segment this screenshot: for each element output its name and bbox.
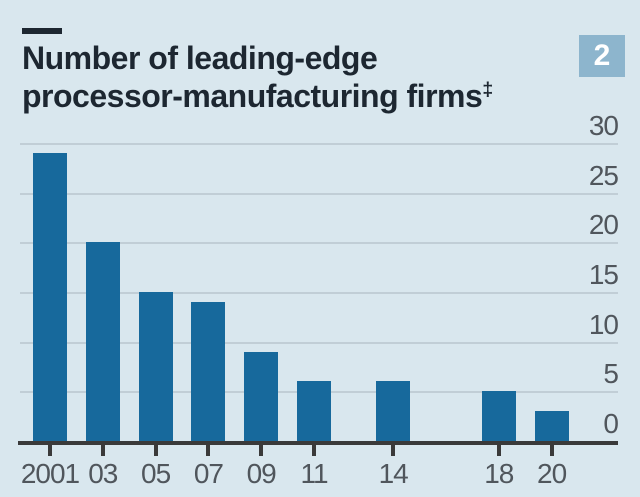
chart-number-badge: 2 (579, 35, 625, 77)
gridline-20 (20, 242, 618, 245)
gridline-25 (20, 192, 618, 195)
x-tick-label-2001: 2001 (20, 458, 80, 489)
y-tick-label-25: 25 (588, 159, 619, 191)
x-axis-line (18, 441, 618, 445)
bar-03 (85, 242, 120, 441)
bar-11 (297, 381, 331, 441)
y-tick-label-10: 10 (588, 308, 619, 340)
gridline-10 (20, 341, 618, 344)
bar-07 (191, 301, 226, 441)
y-tick-label-0: 0 (603, 408, 619, 439)
x-tick-07 (206, 445, 211, 456)
chart-title-line2: processor-manufacturing firms (22, 78, 483, 114)
x-tick-label-11: 11 (300, 458, 328, 489)
gridline-15 (20, 292, 618, 294)
title-dash (22, 28, 62, 34)
x-tick-label-14: 14 (378, 458, 409, 489)
x-tick-label-07: 07 (193, 458, 224, 489)
gridline-30 (20, 143, 618, 145)
bar-09 (244, 351, 279, 441)
x-tick-label-05: 05 (141, 458, 171, 489)
y-tick-label-15: 15 (588, 259, 619, 290)
bar-18 (481, 391, 516, 441)
x-tick-05 (153, 445, 158, 456)
x-tick-2001 (48, 445, 52, 456)
x-tick-18 (496, 445, 501, 456)
x-tick-label-20: 20 (537, 458, 567, 489)
bar-05 (138, 292, 173, 441)
chart-title: Number of leading-edge processor-manufac… (22, 39, 582, 115)
x-tick-11 (312, 445, 316, 456)
bar-20 (534, 411, 569, 441)
x-tick-label-03: 03 (88, 458, 118, 489)
x-tick-14 (391, 445, 396, 456)
x-tick-20 (549, 445, 554, 456)
x-tick-09 (259, 445, 264, 456)
bar-14 (376, 381, 411, 441)
x-tick-label-18: 18 (484, 458, 514, 489)
x-tick-03 (100, 445, 105, 456)
bar-2001 (33, 152, 67, 441)
x-tick-label-09: 09 (246, 458, 277, 489)
y-tick-label-20: 20 (588, 209, 619, 241)
y-tick-label-30: 30 (588, 110, 619, 141)
y-tick-label-5: 5 (603, 358, 619, 390)
chart-title-line1: Number of leading-edge (22, 40, 378, 76)
footnote-marker: ‡ (482, 78, 493, 101)
